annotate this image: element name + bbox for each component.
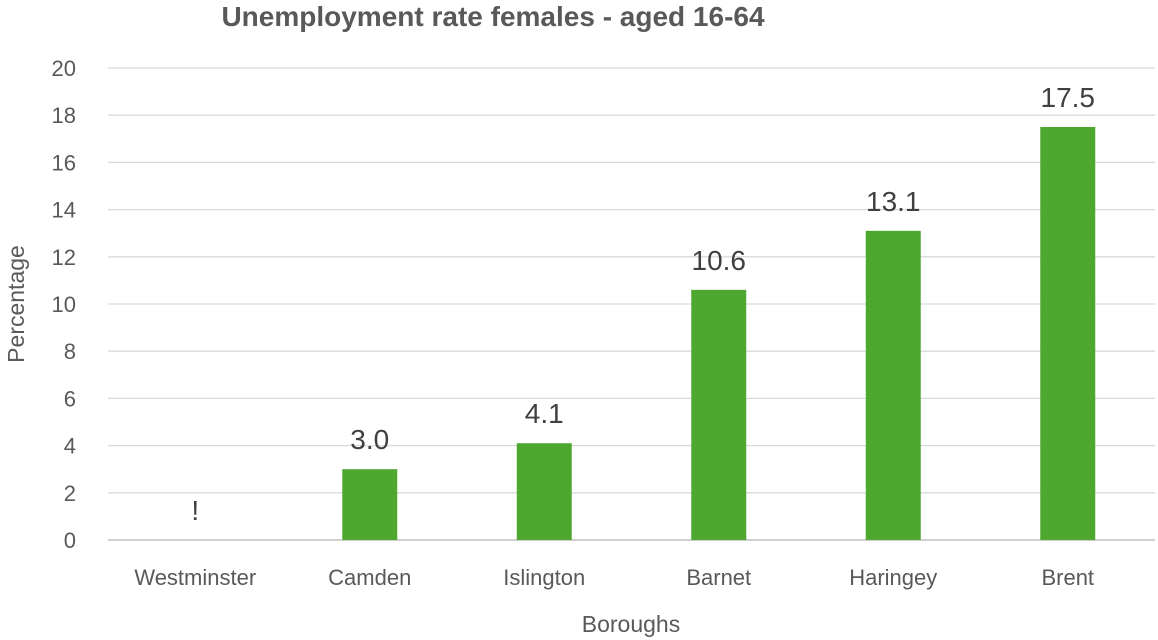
y-tick-label: 12 xyxy=(52,245,76,270)
chart-title: Unemployment rate females - aged 16-64 xyxy=(221,1,765,32)
y-tick-label: 14 xyxy=(52,198,76,223)
x-axis-ticks: Westminster Camden Islington Barnet Haringey… xyxy=(134,565,1094,590)
data-label: 17.5 xyxy=(1041,82,1096,113)
x-axis-title: Boroughs xyxy=(582,611,680,637)
y-tick-label: 0 xyxy=(64,528,76,553)
data-label: 3.0 xyxy=(350,424,389,455)
x-tick-label: Camden xyxy=(328,565,411,590)
bars xyxy=(342,127,1096,540)
y-tick-label: 10 xyxy=(52,292,76,317)
data-label: 4.1 xyxy=(525,398,564,429)
bar xyxy=(1040,127,1096,540)
bar xyxy=(516,443,572,540)
y-tick-label: 8 xyxy=(64,339,76,364)
x-tick-label: Westminster xyxy=(134,565,256,590)
gridlines xyxy=(108,67,1155,494)
bar xyxy=(342,469,398,540)
y-tick-label: 6 xyxy=(64,386,76,411)
data-label: ! xyxy=(191,495,199,526)
data-labels: ! 3.0 4.1 10.6 13.1 17.5 xyxy=(191,82,1095,526)
y-tick-label: 20 xyxy=(52,56,76,81)
x-tick-label: Islington xyxy=(503,565,585,590)
y-tick-label: 4 xyxy=(64,434,76,459)
y-tick-label: 18 xyxy=(52,103,76,128)
y-axis-title: Percentage xyxy=(3,245,29,363)
x-tick-label: Barnet xyxy=(686,565,751,590)
x-tick-label: Haringey xyxy=(849,565,937,590)
y-tick-label: 16 xyxy=(52,150,76,175)
bar xyxy=(865,230,921,540)
data-label: 13.1 xyxy=(866,186,921,217)
bar xyxy=(691,289,747,540)
data-label: 10.6 xyxy=(692,245,747,276)
x-tick-label: Brent xyxy=(1041,565,1094,590)
y-tick-label: 2 xyxy=(64,481,76,506)
y-axis-ticks: 0 2 4 6 8 10 12 14 16 18 20 xyxy=(52,56,76,553)
